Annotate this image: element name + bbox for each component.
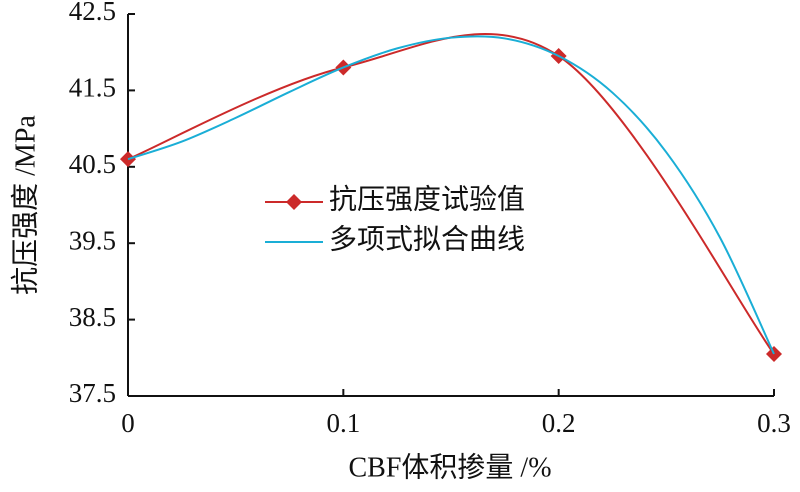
x-tick-label: 0.2 — [542, 408, 576, 438]
x-tick-label: 0.1 — [326, 408, 360, 438]
y-tick-label: 41.5 — [69, 73, 116, 103]
x-tick-label: 0 — [121, 408, 135, 438]
legend-marker — [286, 194, 302, 210]
series-line — [127, 35, 775, 355]
x-axis-title: CBF体积掺量 /% — [348, 451, 551, 483]
legend-label: 多项式拟合曲线 — [329, 223, 525, 255]
legend-label: 抗压强度试验值 — [329, 183, 525, 215]
y-tick-label: 42.5 — [69, 0, 116, 26]
y-axis-title: 抗压强度 /MPa — [9, 115, 41, 295]
series-line — [127, 33, 775, 355]
y-tick-label: 39.5 — [69, 225, 116, 255]
y-tick-label: 38.5 — [69, 302, 116, 332]
y-tick-label: 40.5 — [69, 149, 116, 179]
y-tick-label: 37.5 — [69, 378, 116, 408]
x-tick-label: 0.3 — [757, 408, 791, 438]
